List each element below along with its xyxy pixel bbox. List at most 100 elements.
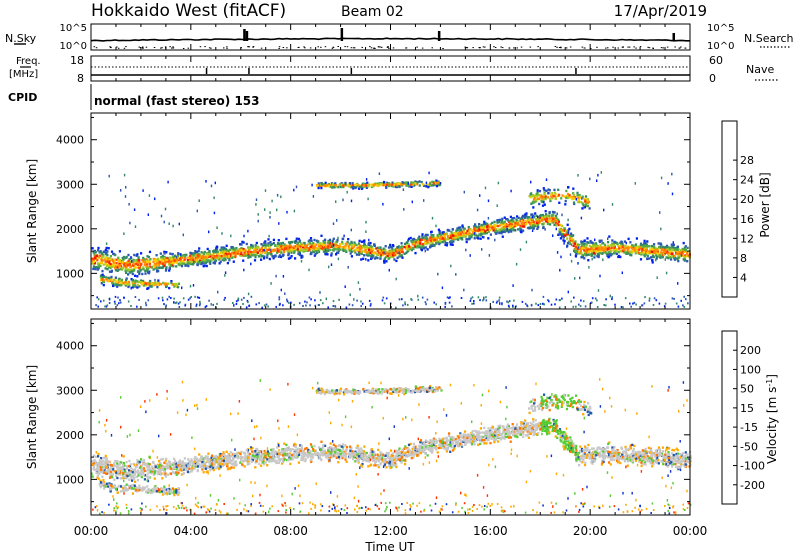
scatter-cell: [498, 299, 500, 302]
scatter-cell: [97, 469, 100, 472]
scatter-cell: [198, 199, 200, 202]
scatter-cell: [542, 226, 545, 229]
scatter-cell: [644, 241, 647, 245]
scatter-cell: [313, 238, 316, 242]
scatter-cell: [570, 300, 572, 303]
scatter-cell: [290, 240, 293, 244]
scatter-cell: [277, 250, 280, 253]
scatter-cell: [261, 244, 265, 247]
scatter-cell: [154, 263, 157, 266]
scatter-cell: [253, 253, 256, 257]
scatter-cell: [437, 228, 440, 231]
scatter-cell: [597, 173, 599, 177]
scatter-cell: [473, 225, 476, 228]
scatter-cell: [118, 277, 121, 281]
scatter-cell: [579, 247, 582, 250]
scatter-cell: [250, 295, 253, 298]
scatter-cell: [148, 259, 151, 262]
scatter-cell: [226, 261, 229, 265]
noise-search-dot: [581, 46, 584, 48]
scatter-cell: [616, 448, 619, 452]
scatter-cell: [635, 303, 637, 306]
scatter-cell: [319, 245, 323, 249]
scatter-cell: [506, 223, 509, 226]
scatter-cell: [269, 211, 271, 214]
scatter-cell: [555, 227, 557, 231]
scatter-cell: [553, 191, 557, 195]
scatter-cell: [264, 243, 267, 246]
scatter-cell: [376, 457, 379, 460]
scatter-cell: [483, 296, 485, 299]
scatter-cell: [178, 462, 182, 466]
scatter-cell: [658, 302, 661, 305]
scatter-cell: [148, 260, 151, 264]
scatter-cell: [97, 452, 100, 456]
scatter-cell: [121, 256, 124, 260]
scatter-cell: [91, 247, 94, 250]
scatter-cell: [545, 213, 548, 216]
scatter-cell: [335, 253, 338, 256]
scatter-cell: [215, 247, 217, 250]
noise-search-dot: [208, 47, 211, 49]
scatter-cell: [177, 282, 181, 285]
scatter-cell: [566, 223, 569, 226]
scatter-cell: [304, 246, 307, 249]
scatter-cell: [677, 305, 680, 308]
scatter-cell: [586, 198, 589, 201]
scatter-cell: [383, 258, 386, 262]
scatter-cell: [445, 233, 448, 236]
scatter-cell: [241, 240, 244, 244]
scatter-cell: [110, 470, 113, 474]
scatter-cell: [427, 185, 430, 189]
scatter-cell: [353, 249, 356, 252]
scatter-cell: [590, 254, 593, 257]
noise-search-dot: [247, 46, 249, 48]
scatter-cell: [135, 259, 138, 262]
scatter-cell: [656, 276, 658, 279]
scatter-cell: [337, 185, 340, 189]
scatter-cell: [602, 249, 605, 252]
scatter-cell: [334, 184, 337, 187]
noise-search-dot: [392, 47, 395, 49]
scatter-cell: [530, 202, 533, 205]
scatter-cell: [645, 248, 648, 252]
scatter-cell: [463, 190, 465, 194]
scatter-cell: [163, 257, 166, 260]
scatter-cell: [245, 306, 248, 309]
scatter-cell: [194, 250, 197, 253]
scatter-cell: [459, 226, 462, 229]
scatter-cell: [640, 251, 643, 255]
scatter-cell: [480, 231, 483, 235]
scatter-cell: [562, 239, 565, 242]
scatter-cell: [324, 184, 327, 187]
scatter-cell: [533, 196, 536, 199]
scatter-cell: [491, 221, 494, 225]
scatter-cell: [300, 256, 303, 259]
scatter-cell: [465, 233, 469, 236]
scatter-cell: [163, 250, 166, 254]
scatter-cell: [390, 462, 393, 465]
scatter-cell: [485, 296, 487, 299]
scatter-cell: [104, 248, 107, 252]
noise-search-dot: [405, 47, 408, 49]
scatter-cell: [376, 246, 379, 249]
scatter-cell: [360, 240, 363, 243]
scatter-cell: [180, 473, 183, 476]
scatter-cell: [536, 221, 539, 225]
scatter-cell: [235, 247, 238, 250]
scatter-cell: [655, 247, 658, 250]
scatter-cell: [376, 182, 380, 185]
scatter-cell: [224, 252, 227, 255]
scatter-cell: [254, 244, 257, 247]
scatter-cell: [223, 254, 227, 257]
scatter-cell: [298, 302, 301, 305]
noise-search-dot: [513, 47, 515, 49]
scatter-cell: [196, 250, 199, 254]
noise-search-dot: [482, 46, 485, 48]
scatter-cell: [624, 244, 627, 248]
scatter-cell: [378, 251, 381, 254]
scatter-cell: [541, 195, 544, 199]
scatter-cell: [300, 456, 303, 460]
scatter-cell: [268, 248, 271, 251]
scatter-cell: [244, 249, 247, 253]
